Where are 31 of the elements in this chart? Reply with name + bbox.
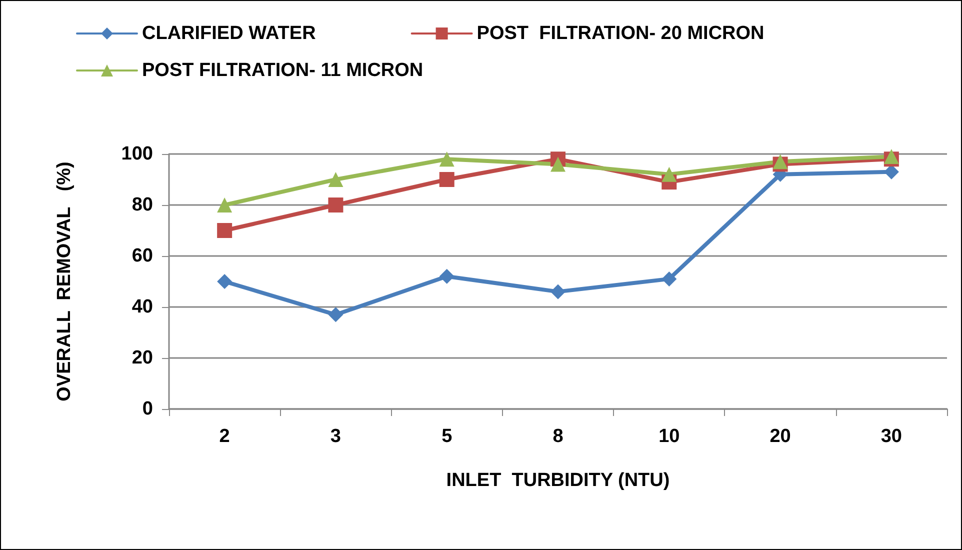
x-tick-label: 3: [330, 426, 342, 447]
legend-label: CLARIFIED WATER: [142, 23, 316, 44]
point: [328, 307, 344, 322]
x-tick-label: 30: [880, 426, 902, 447]
x-tick-label: 2: [219, 426, 230, 447]
point: [662, 166, 677, 182]
point: [217, 223, 232, 238]
point: [439, 152, 454, 167]
point: [217, 274, 232, 289]
y-tick-label: 60: [132, 246, 153, 266]
point: [662, 271, 677, 286]
x-tick-label: 5: [442, 426, 453, 447]
legend-label: POST FILTRATION- 11 MICRON: [142, 60, 424, 81]
y-tick-label: 20: [132, 348, 153, 368]
y-tick-label: 40: [132, 296, 153, 318]
point: [550, 156, 566, 172]
point: [217, 198, 232, 212]
y-tick-label: 100: [121, 144, 153, 164]
y-tick-label: 0: [142, 398, 153, 420]
x-tick-label: 10: [658, 426, 680, 447]
point: [550, 284, 566, 300]
point: [439, 172, 454, 187]
x-axis-title: INLET TURBIDITY (NTU): [446, 470, 670, 491]
x-tick-label: 20: [770, 426, 791, 447]
x-tick-label: 8: [552, 426, 564, 447]
y-axis-title: OVERALL REMOVAL (%): [54, 162, 75, 402]
legend-label: POST FILTRATION- 20 MICRON: [476, 23, 764, 44]
y-tick-label: 80: [132, 194, 153, 216]
point: [328, 198, 344, 212]
point: [328, 172, 344, 187]
point: [439, 268, 454, 284]
